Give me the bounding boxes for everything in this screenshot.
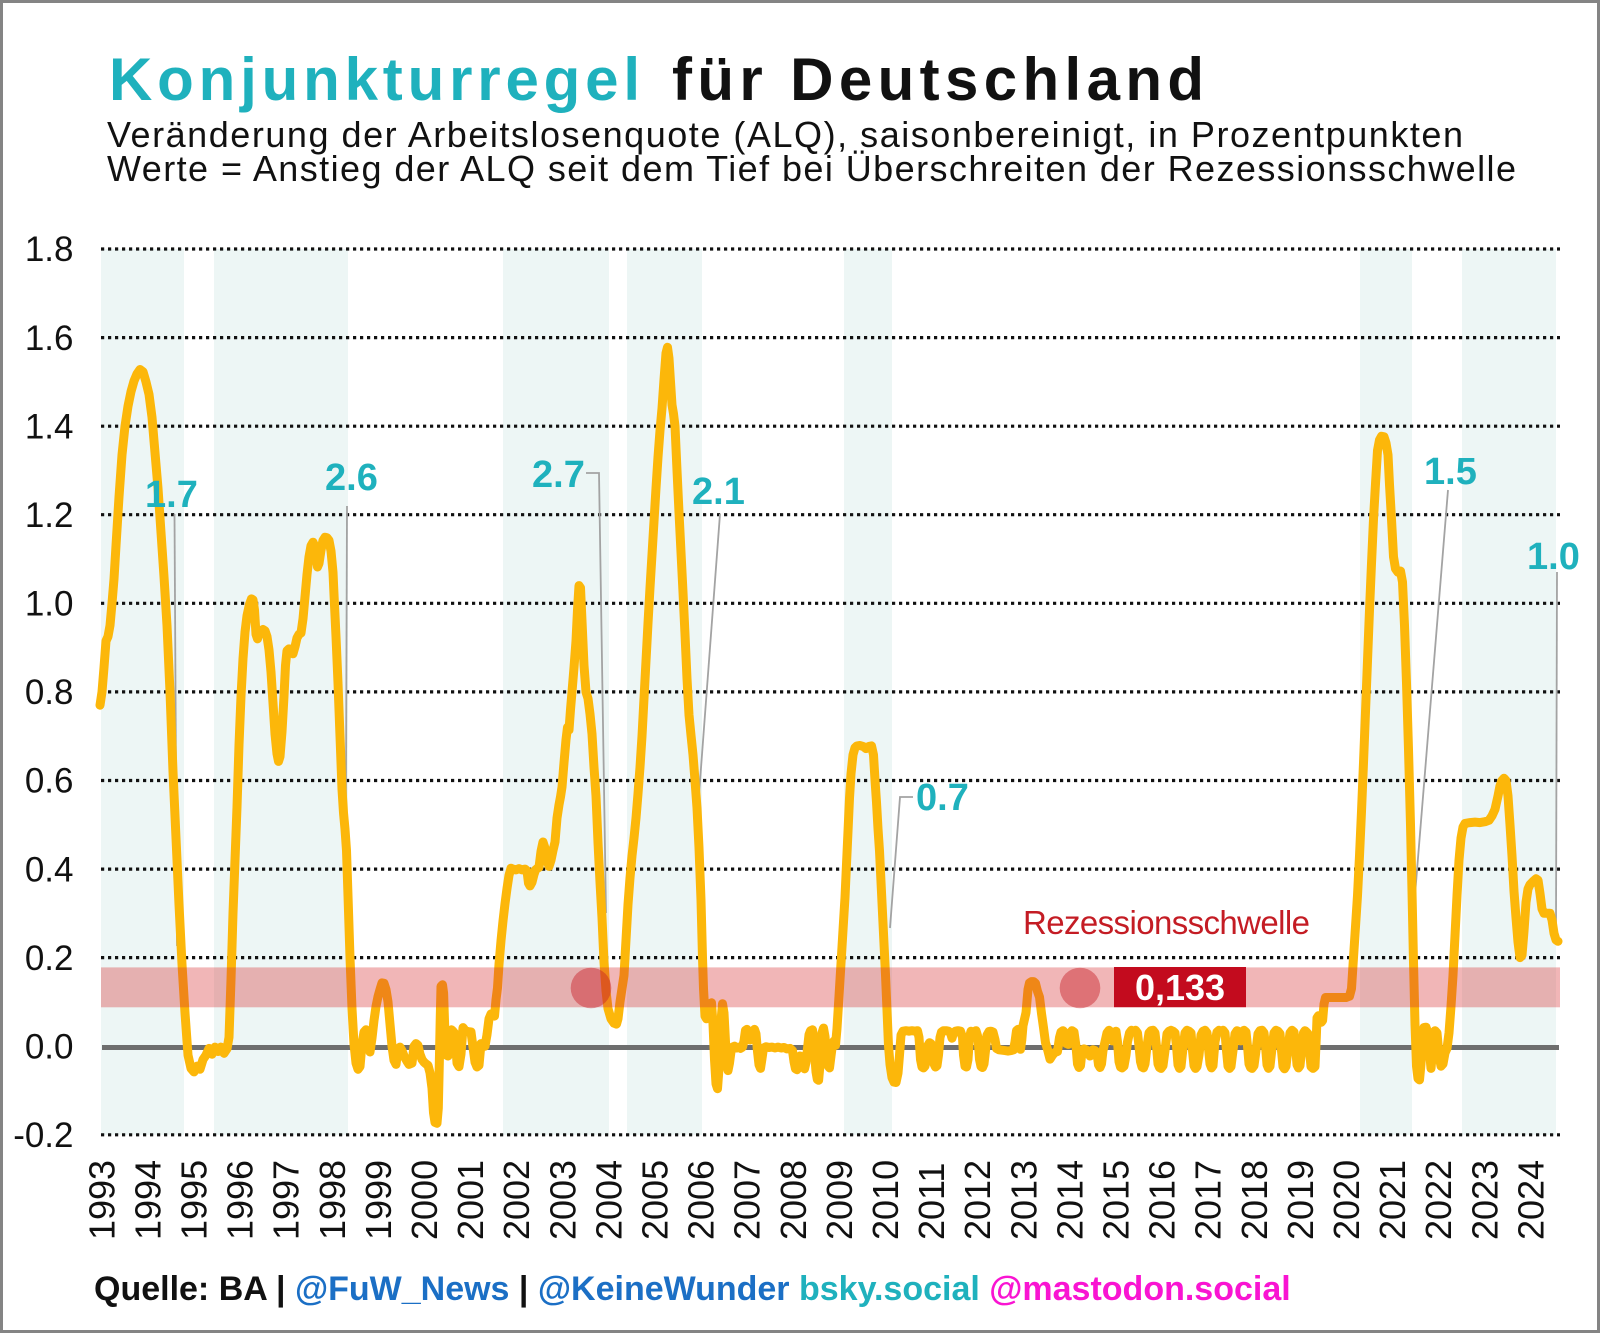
svg-text:2012: 2012 [957, 1160, 998, 1240]
svg-text:2006: 2006 [681, 1160, 722, 1240]
svg-text:1.2: 1.2 [25, 496, 74, 535]
svg-text:0.0: 0.0 [25, 1027, 74, 1066]
svg-text:1995: 1995 [174, 1160, 215, 1240]
svg-text:1.6: 1.6 [25, 319, 74, 358]
svg-text:1996: 1996 [220, 1160, 261, 1240]
svg-text:2021: 2021 [1372, 1160, 1413, 1240]
svg-text:2003: 2003 [542, 1160, 583, 1240]
svg-text:2002: 2002 [496, 1160, 537, 1240]
svg-text:2005: 2005 [635, 1160, 676, 1240]
svg-text:0.2: 0.2 [25, 939, 74, 978]
svg-text:-0.2: -0.2 [13, 1116, 73, 1155]
svg-text:2013: 2013 [1003, 1160, 1044, 1240]
svg-text:Quelle: BA | @FuW_News | @Kein: Quelle: BA | @FuW_News | @KeineWunder bs… [94, 1270, 1291, 1308]
svg-text:2024: 2024 [1510, 1160, 1551, 1240]
svg-text:1993: 1993 [81, 1160, 122, 1240]
svg-text:0.7: 0.7 [916, 777, 969, 819]
svg-text:0.8: 0.8 [25, 673, 74, 712]
svg-text:0.6: 0.6 [25, 762, 74, 801]
svg-text:2020: 2020 [1326, 1160, 1367, 1240]
svg-text:2011: 2011 [911, 1163, 952, 1240]
svg-text:0.4: 0.4 [25, 850, 74, 889]
svg-text:2019: 2019 [1280, 1160, 1321, 1240]
svg-text:2007: 2007 [727, 1160, 768, 1240]
svg-text:1998: 1998 [312, 1160, 353, 1240]
svg-text:Veränderung der Arbeitslosenqu: Veränderung der Arbeitslosenquote (ALQ),… [107, 114, 1463, 155]
svg-text:2016: 2016 [1142, 1160, 1183, 1240]
svg-text:2010: 2010 [865, 1160, 906, 1240]
svg-text:2018: 2018 [1234, 1160, 1275, 1240]
svg-text:2022: 2022 [1418, 1160, 1459, 1240]
svg-text:für Deutschland: für Deutschland [672, 46, 1204, 113]
svg-text:2.7: 2.7 [532, 454, 585, 496]
svg-text:1.7: 1.7 [145, 474, 198, 516]
svg-text:1.0: 1.0 [25, 585, 74, 624]
svg-text:2004: 2004 [588, 1160, 629, 1240]
svg-text:1994: 1994 [127, 1160, 168, 1240]
svg-text:Werte = Anstieg der ALQ seit d: Werte = Anstieg der ALQ seit dem Tief be… [107, 148, 1516, 189]
svg-text:2.6: 2.6 [325, 457, 378, 499]
svg-text:1.4: 1.4 [25, 407, 74, 446]
svg-text:2015: 2015 [1096, 1160, 1137, 1240]
svg-text:2000: 2000 [404, 1160, 445, 1240]
svg-text:2001: 2001 [450, 1160, 491, 1240]
svg-text:1.8: 1.8 [25, 230, 74, 269]
svg-text:2008: 2008 [773, 1160, 814, 1240]
svg-text:1.0: 1.0 [1527, 536, 1580, 578]
svg-text:1997: 1997 [266, 1160, 307, 1240]
svg-text:2009: 2009 [819, 1160, 860, 1240]
svg-text:0,133: 0,133 [1135, 967, 1225, 1008]
svg-text:1.5: 1.5 [1424, 451, 1477, 493]
svg-text:1999: 1999 [358, 1160, 399, 1240]
svg-text:2014: 2014 [1049, 1160, 1090, 1240]
svg-text:Rezessionsschwelle: Rezessionsschwelle [1023, 904, 1310, 941]
svg-text:2.1: 2.1 [692, 471, 745, 513]
svg-text:2017: 2017 [1188, 1160, 1229, 1240]
svg-text:Konjunkturregel: Konjunkturregel [109, 46, 640, 113]
svg-text:2023: 2023 [1464, 1160, 1505, 1240]
